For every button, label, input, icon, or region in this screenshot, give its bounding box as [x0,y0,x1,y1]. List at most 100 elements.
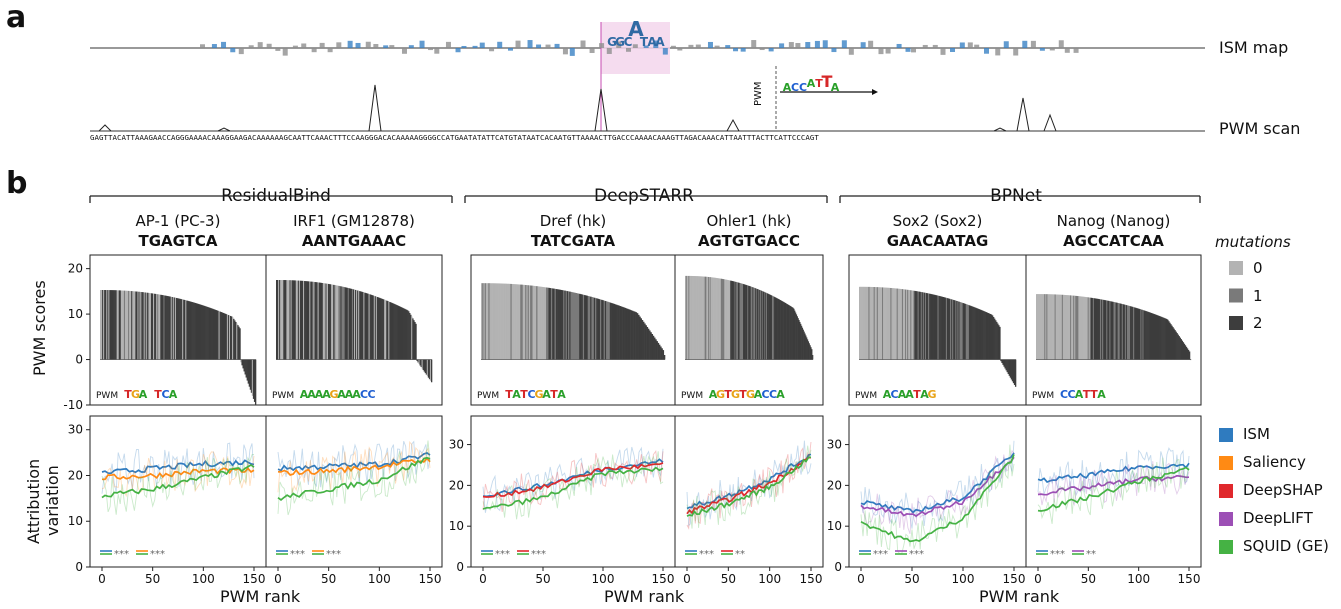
ism-glyph [497,41,503,48]
pwm-score-bar [720,278,722,360]
pwm-score-bar [1134,307,1136,360]
pwm-score-bar [760,290,762,360]
ism-glyph [355,42,361,48]
ism-glyph [632,44,638,48]
bottom-ytick-label: 20 [449,478,464,492]
pwm-score-bar [905,289,907,360]
pwm-score-bar [412,318,414,360]
pwm-score-bar [921,292,924,360]
pwm-score-bar [510,283,512,360]
pwm-score-bar [947,298,950,360]
pwm-score-bar [250,359,253,393]
pwm-score-bar [974,307,976,360]
pwm-score-bar [924,292,927,360]
pwm-score-bar [282,280,284,360]
pwm-score-bar [1077,296,1079,360]
pwm-score-bar [798,320,800,360]
pwm-score-bar [291,280,293,360]
pwm-score-bar [166,295,168,360]
pwm-score-bar [1132,306,1134,360]
pwm-score-bar [946,298,949,360]
ism-glyph [860,42,866,48]
pwm-logo-label: PWM [96,391,118,401]
ism-glyph [389,45,395,48]
pwm-score-bar [896,288,899,360]
pwm-score-bar [554,288,557,360]
pwm-score-bar [859,286,861,360]
significance-stars: *** [1050,549,1065,560]
pwm-score-bar [1036,294,1038,360]
pwm-score-bar [332,284,334,360]
pwm-score-bar [216,310,218,360]
motif-logo-letter: G [716,388,725,401]
ism-glyph [1030,40,1036,48]
pwm-score-bar [704,276,706,360]
ism-glyph [545,44,551,48]
motif-logo-letter: T [520,388,528,401]
pwm-score-bar [122,290,125,360]
pwm-score-bar [737,282,739,360]
pwm-score-bar [1118,303,1120,360]
pwm-score-bar [980,309,982,360]
pwm-score-bar [1149,312,1151,360]
pwm-score-bar [978,309,980,360]
pwm-score-bar [1162,317,1164,360]
pwm-score-bar [770,295,772,360]
pwm-score-bar [688,275,690,360]
ism-motif-letter: G [615,35,625,49]
pwm-score-bar [374,296,377,360]
pwm-score-bar [743,284,745,360]
pwm-score-bar [642,321,645,360]
pwm-score-bar [113,290,115,360]
pwm-score-bar [651,333,654,360]
mutation-legend-swatch [1229,316,1243,330]
pwm-score-bar [514,284,516,360]
ism-glyph [327,48,333,53]
pwm-score-bar [234,320,236,360]
pwm-score-bar [511,284,514,360]
pwm-score-bar [422,359,424,371]
pwm-scan-peak [1043,113,1057,132]
pwm-score-bar [416,359,418,361]
pwm-score-bar [423,359,426,372]
pwm-score-bar [923,292,926,360]
pwm-score-bar [574,292,576,360]
pwm-score-bar [484,283,487,360]
pwm-score-bar [183,299,185,360]
pwm-score-bar [156,294,158,360]
pwm-score-bar [867,286,869,360]
pwm-score-bar [950,299,952,360]
pwm-score-bar [219,311,221,360]
motif-logo-letter: T [913,388,921,401]
significance-stars: *** [326,549,341,560]
pwm-score-bar [214,309,216,360]
pwm-score-bar [283,280,285,360]
pwm-score-bar [330,284,332,360]
pwm-score-bar [164,295,166,360]
pwm-score-bar [292,280,294,360]
pwm-score-bar [1009,359,1012,378]
pwm-score-bar [577,293,580,360]
pwm-score-bar [199,304,202,360]
ism-glyph [336,42,342,48]
ism-glyph [434,48,440,54]
pwm-score-bar [696,276,699,360]
pwm-score-bar [898,288,901,360]
pwm-score-bar [581,294,584,360]
pwm-score-bar [1111,301,1113,360]
pwm-score-bar [1086,297,1088,360]
pwm-score-bar [1107,300,1109,360]
pwm-score-bar [731,281,734,360]
pwm-score-bar [249,359,252,390]
pwm-score-bar [127,290,129,360]
pwm-score-bar [388,301,390,360]
ism-glyph [626,48,632,52]
pwm-score-bar [569,291,571,360]
pwm-score-bar [941,296,944,360]
pwm-score-bar [791,307,793,360]
pwm-score-bar [801,327,804,360]
pwm-score-bar [1175,331,1177,360]
pwm-score-bar [723,279,725,360]
ism-motif-letter: C [624,35,633,49]
pwm-inset-letter: A [831,81,840,94]
